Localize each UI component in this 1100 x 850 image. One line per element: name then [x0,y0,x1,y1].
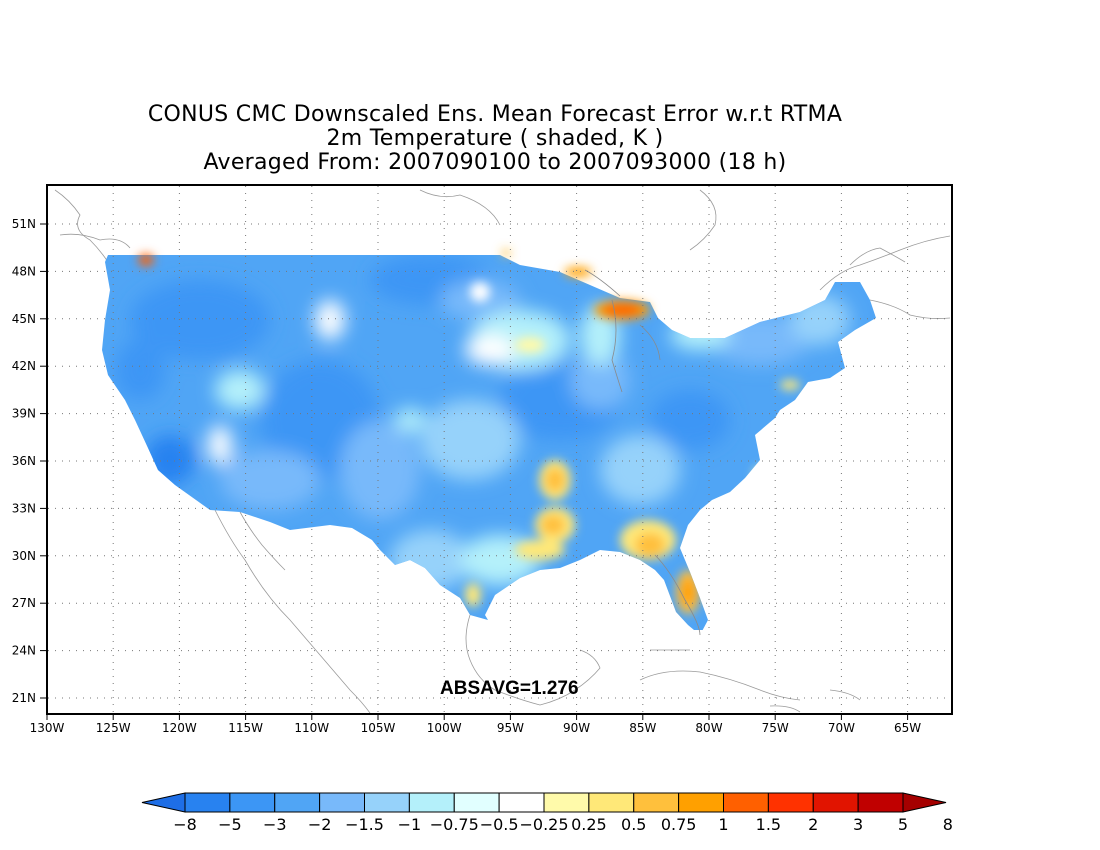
lat-label: 27N [12,596,36,610]
colorbar-swatch [543,792,590,813]
colorbar-swatch [364,792,410,813]
colorbar-swatch [229,792,276,813]
lat-label: 21N [12,691,36,705]
colorbar-label: −5 [218,815,242,834]
lon-label: 125W [96,721,131,735]
colorbar-label: −1 [398,815,422,834]
colorbar-swatch [274,792,321,813]
lon-label: 130W [30,721,65,735]
colorbar-swatch [857,792,904,813]
lat-label: 51N [12,217,36,231]
lon-label: 120W [162,721,197,735]
lat-label: 39N [12,407,36,421]
lat-label: 33N [12,501,36,515]
lon-label: 65W [894,721,921,735]
colorbar-label: −0.5 [480,815,519,834]
colorbar-swatch [319,792,365,813]
colorbar-label: 0.5 [621,815,646,834]
temperature-error-field [102,255,876,630]
colorbar-label: 3 [853,815,863,834]
lon-label: 80W [695,721,722,735]
lat-label: 48N [12,264,36,278]
colorbar-right-arrow [902,792,947,813]
absavg-label: ABSAVG=1.276 [440,678,579,699]
plot-title-line-3: Averaged From: 2007090100 to 2007093000 … [203,150,787,175]
colorbar-swatch [184,792,231,813]
lat-label: 42N [12,359,36,373]
colorbar-label: 1 [718,815,728,834]
lon-label: 90W [563,721,590,735]
colorbar-left-arrow [141,792,186,813]
colorbar-label: 8 [943,815,953,834]
lat-label: 30N [12,549,36,563]
latitude-labels: 51N 48N 45N 42N 39N 36N 33N 30N 27N 24N 21N [12,217,48,705]
lon-label: 75W [762,721,789,735]
colorbar-label: −1.5 [345,815,384,834]
colorbar-swatch [723,792,769,813]
colorbar-label: 0.75 [661,815,697,834]
colorbar-swatch [498,792,545,813]
lat-label: 24N [12,644,36,658]
colorbar-label: −0.75 [430,815,479,834]
lon-label: 105W [361,721,396,735]
lon-label: 70W [828,721,855,735]
colorbar-swatch [678,792,724,813]
map-frame [46,184,953,715]
colorbar-swatch [767,792,814,813]
colorbar-label: 1.5 [756,815,781,834]
colorbar-label: −0.25 [519,815,568,834]
colorbar-label: −3 [263,815,287,834]
lat-label: 45N [12,312,36,326]
colorbar-swatch [812,792,859,813]
lon-label: 95W [497,721,524,735]
colorbar-label: −8 [173,815,197,834]
lon-label: 110W [294,721,329,735]
colorbar-label: 5 [898,815,908,834]
lon-label: 85W [629,721,656,735]
lon-label: 115W [228,721,263,735]
colorbar-label: 2 [808,815,818,834]
colorbar-labels: −8 −5 −3 −2 −1.5 −1 −0.75 −0.5 −0.25 0.25 0.5 0.75 1… [173,815,953,834]
lon-label: 100W [427,721,462,735]
hot-spots [138,249,650,320]
colorbar-label: 0.25 [571,815,607,834]
colorbar-swatch [408,792,455,813]
colorbar-swatch [588,792,635,813]
colorbar-swatch [453,792,500,813]
colorbar [141,792,947,813]
longitude-labels: 130W 125W 120W 115W 110W 105W 100W 95W 90W 85W 80W… [30,713,921,735]
lat-label: 36N [12,454,36,468]
colorbar-label: −2 [308,815,332,834]
colorbar-swatch [633,792,680,813]
plot-title-line-1: CONUS CMC Downscaled Ens. Mean Forecast … [147,102,843,127]
plot-title-line-2: 2m Temperature ( shaded, K ) [326,126,664,151]
